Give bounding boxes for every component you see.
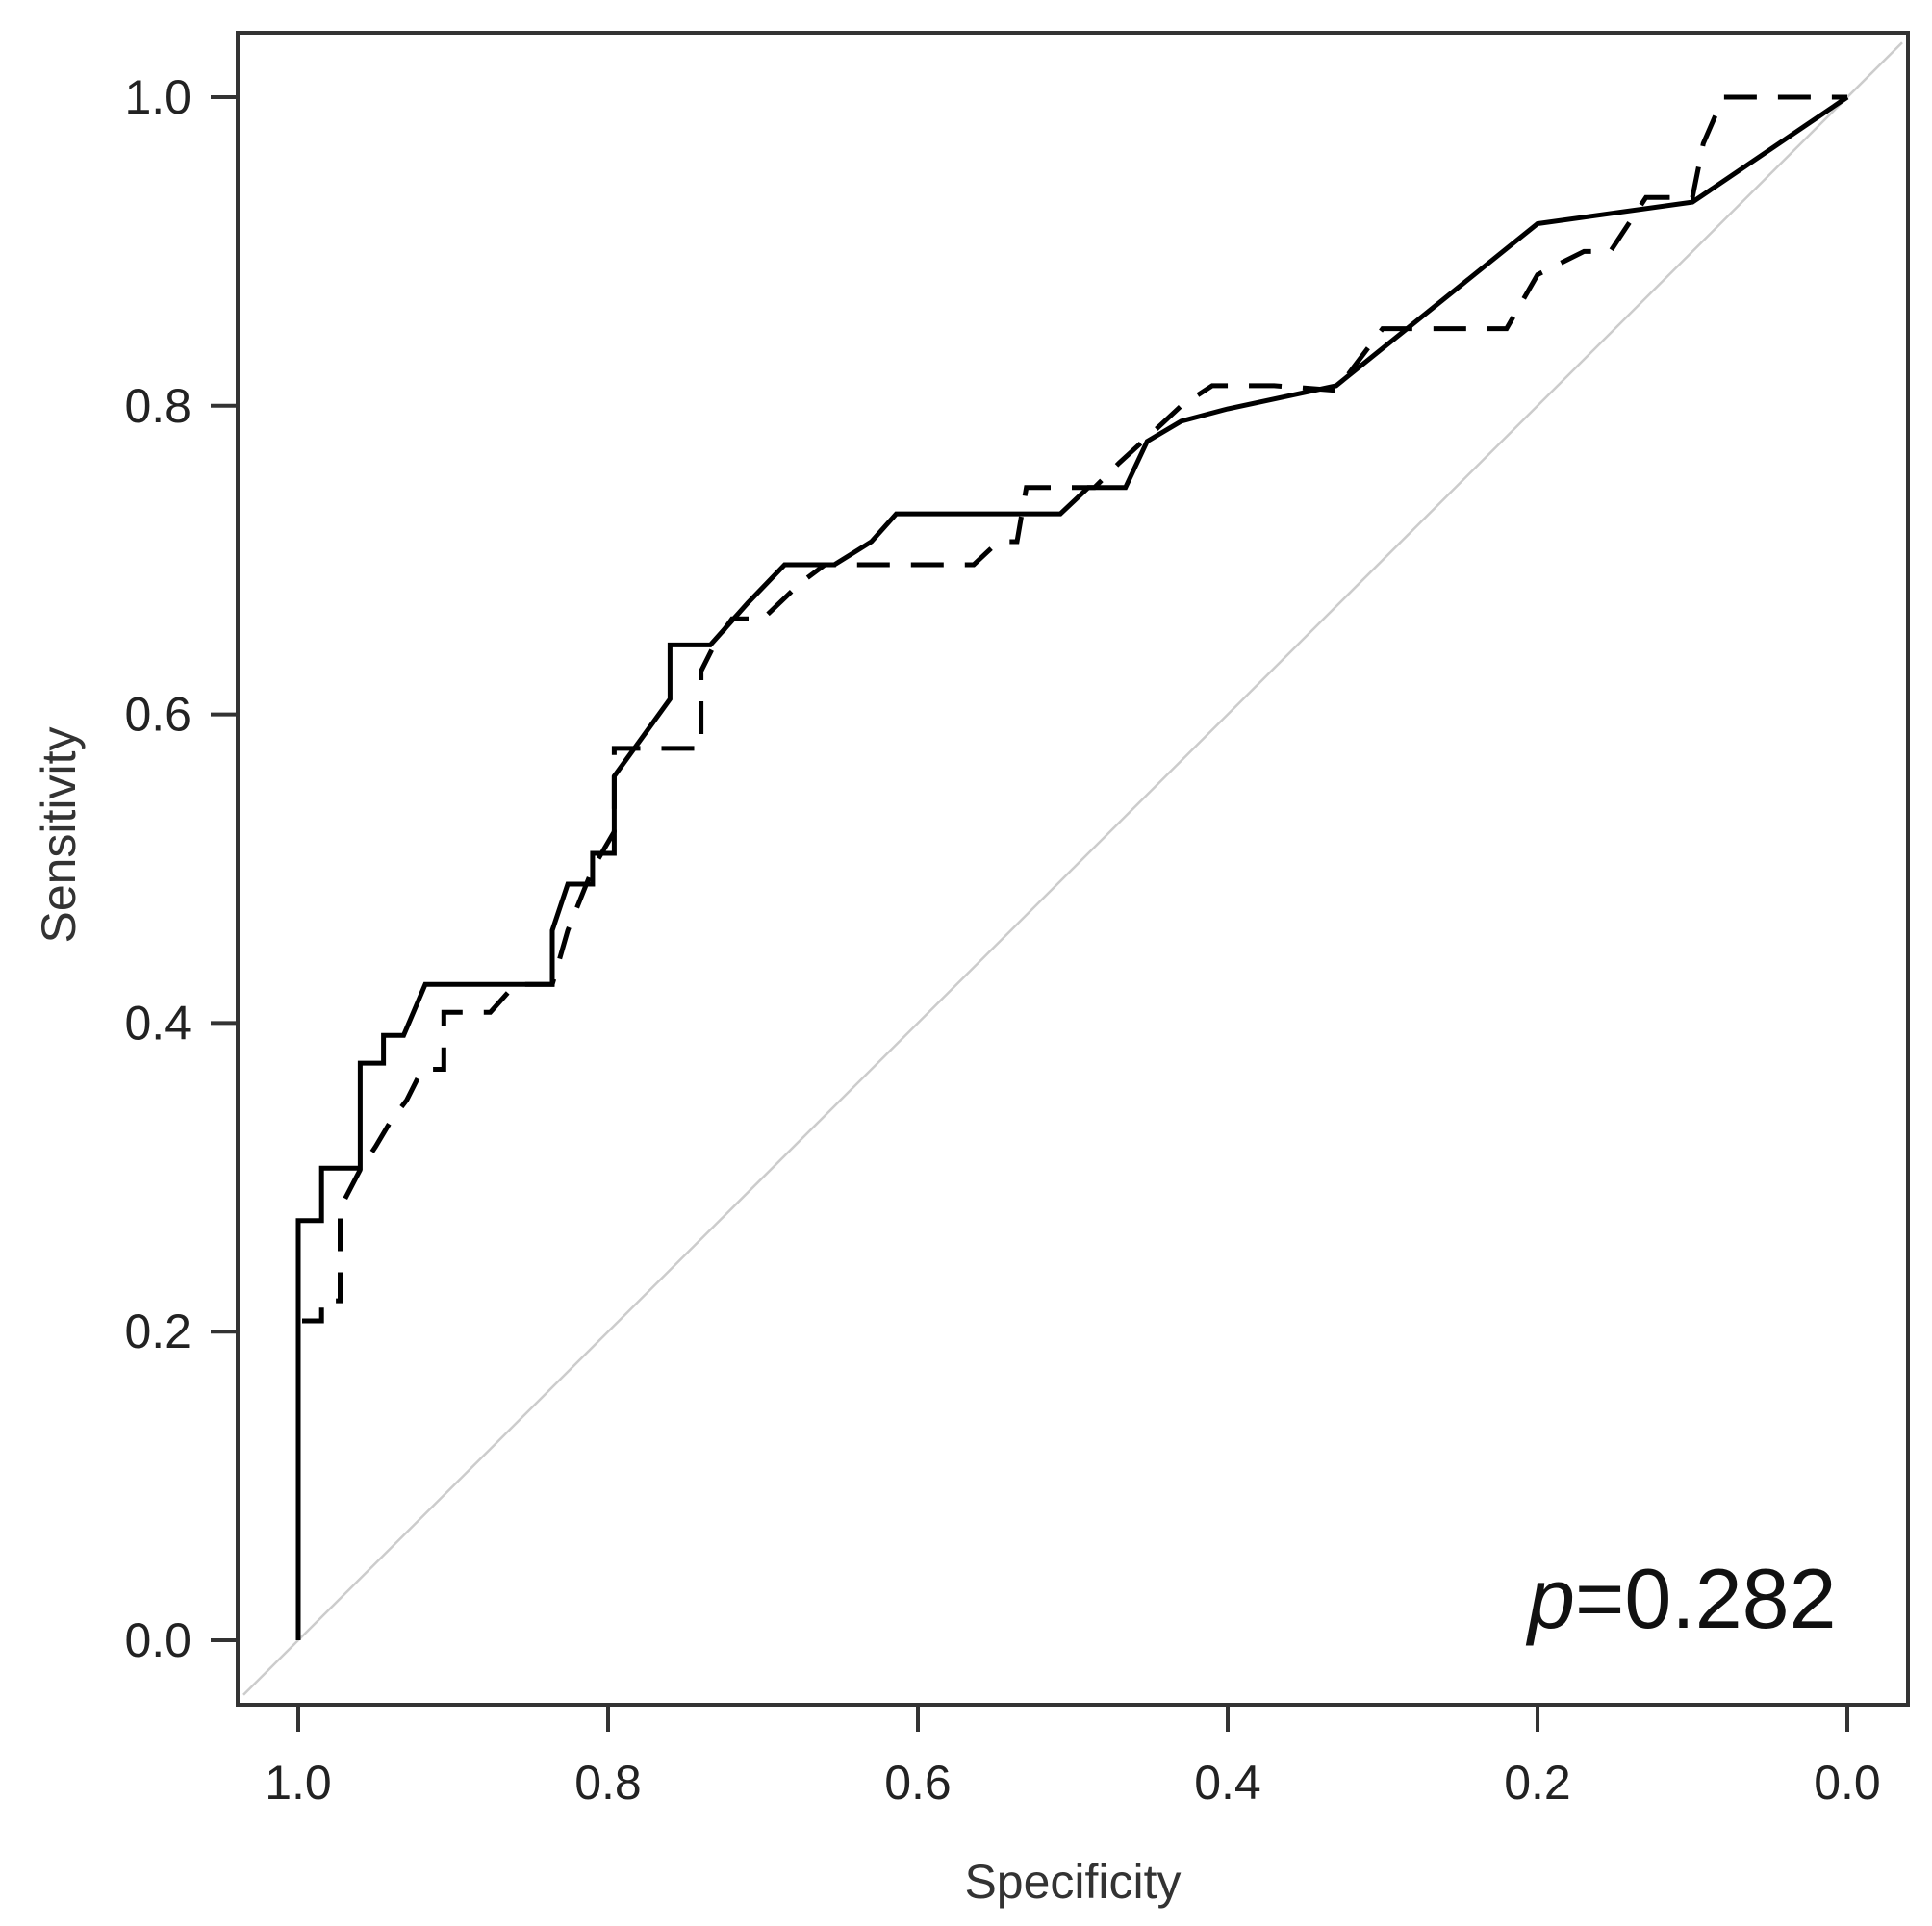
p-symbol: p (1525, 1551, 1575, 1646)
y-axis-title: Sensitivity (32, 726, 86, 943)
reference-diagonal (242, 41, 1903, 1696)
x-tick-label: 0.4 (1194, 1756, 1261, 1810)
x-tick-label: 0.2 (1504, 1756, 1571, 1810)
p-value: =0.282 (1575, 1551, 1837, 1646)
y-tick-label: 0.8 (124, 379, 191, 433)
plot-frame (236, 31, 1910, 1707)
x-tick-label: 0.8 (574, 1756, 642, 1810)
x-tick-label: 1.0 (265, 1756, 332, 1810)
series-layer (242, 41, 1903, 1696)
p-value-annotation: p=0.282 (1525, 1551, 1837, 1646)
y-tick-label: 0.6 (124, 688, 191, 742)
x-tick-label: 0.0 (1814, 1756, 1881, 1810)
y-tick-label: 0.2 (124, 1305, 191, 1358)
y-tick-label: 0.4 (124, 996, 191, 1050)
x-axis: 1.0 0.8 0.6 0.4 0.2 0.0 (265, 1705, 1881, 1810)
y-tick-label: 1.0 (124, 70, 191, 124)
y-tick-label: 0.0 (124, 1613, 191, 1667)
x-tick-label: 0.6 (884, 1756, 952, 1810)
dashed-roc-curve (295, 94, 1847, 1640)
plot-area: 1.0 0.8 0.6 0.4 0.2 0.0 0.0 0.2 0.4 0.6 0.8 1.0 (124, 31, 1910, 1810)
y-axis: 0.0 0.2 0.4 0.6 0.8 1.0 (124, 70, 238, 1667)
x-axis-title: Specificity (964, 1855, 1181, 1909)
